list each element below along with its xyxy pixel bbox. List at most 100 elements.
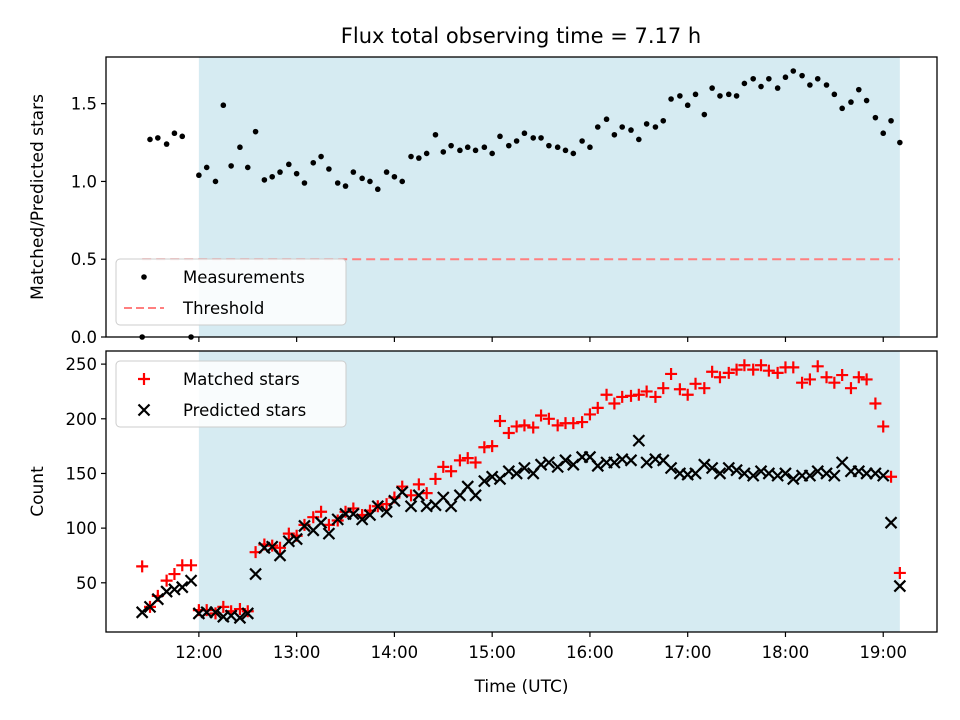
predicted-point <box>632 434 646 447</box>
measurement-point <box>766 75 772 82</box>
measurement-point <box>546 142 552 149</box>
y-tick-label: 1.5 <box>71 95 97 114</box>
predicted-point <box>355 513 369 526</box>
predicted-point <box>412 489 426 502</box>
predicted-point <box>371 499 385 513</box>
matched-point <box>665 367 678 380</box>
predicted-point <box>559 454 572 467</box>
matched-point <box>307 511 320 524</box>
legend-marker-swatch <box>141 274 147 280</box>
chart-title: Flux total observing time = 7.17 h <box>341 24 701 48</box>
x-tick-label: 12:00 <box>175 643 223 662</box>
measurement-point <box>677 93 683 99</box>
measurement-point <box>269 173 276 180</box>
measurement-point <box>684 102 691 109</box>
measurement-point <box>237 144 243 151</box>
x-tick-label: 15:00 <box>468 643 516 662</box>
measurement-point <box>440 149 447 155</box>
matched-point <box>713 371 726 384</box>
measurement-point <box>497 133 503 140</box>
measurement-point <box>212 178 219 185</box>
measurement-point <box>814 75 821 82</box>
predicted-point <box>820 467 833 480</box>
axes-frame <box>105 350 938 633</box>
measurement-point <box>277 169 283 175</box>
matched-point <box>730 363 743 376</box>
measurement-point <box>603 116 610 123</box>
matched-point <box>429 472 442 485</box>
measurement-point <box>489 150 495 157</box>
matched-point <box>168 568 181 581</box>
measurement-point <box>790 68 797 74</box>
predicted-point <box>510 467 523 480</box>
matched-point <box>796 376 809 389</box>
measurement-point <box>668 96 674 102</box>
legend-label: Measurements <box>183 268 305 287</box>
matched-point <box>600 388 613 401</box>
measurement-point <box>863 97 870 104</box>
matched-point <box>698 382 711 395</box>
matched-point <box>160 574 173 587</box>
matched-point <box>844 382 857 395</box>
matched-point <box>461 452 474 465</box>
matched-point <box>885 470 898 483</box>
matched-point <box>453 454 466 467</box>
measurement-point <box>709 85 715 91</box>
predicted-point <box>624 454 638 467</box>
measurement-point <box>310 159 317 166</box>
matched-point <box>689 377 702 390</box>
predicted-point <box>869 467 882 480</box>
measurement-point <box>823 82 830 88</box>
predicted-point <box>314 516 328 529</box>
matched-point <box>828 376 841 389</box>
measurement-point <box>147 136 153 143</box>
matched-point <box>771 366 784 379</box>
measurement-point <box>782 74 789 81</box>
measurement-point <box>554 144 561 151</box>
matched-point <box>518 419 531 432</box>
matched-point <box>493 414 506 427</box>
measurement-point <box>203 164 210 171</box>
ratio-panel: 0.0 0.5 1.0 1.5 Matched/Predicted stars Measu… <box>28 56 938 347</box>
y-tick-label: 0.0 <box>71 328 97 347</box>
predicted-point <box>608 456 621 469</box>
measurement-point <box>367 178 373 185</box>
matched-point <box>282 527 295 540</box>
matched-point <box>583 408 596 421</box>
measurement-point <box>579 138 585 144</box>
matched-point <box>217 600 230 613</box>
matched-point <box>649 390 662 403</box>
predicted-point <box>404 499 418 513</box>
measurement-point <box>359 175 365 182</box>
measurement-point <box>408 153 414 160</box>
measurement-point <box>155 135 161 141</box>
measurement-point <box>880 130 887 137</box>
measurement-point <box>628 127 634 133</box>
matched-point <box>608 397 621 410</box>
x-tick-label: 16:00 <box>566 643 614 662</box>
matched-point <box>469 456 482 469</box>
predicted-point <box>722 461 736 475</box>
matched-point <box>738 359 751 372</box>
measurement-point <box>758 83 764 90</box>
y-tick-label: 1.0 <box>71 172 97 191</box>
measurement-point <box>171 130 178 137</box>
series-measurements <box>139 68 903 340</box>
measurement-point <box>326 166 332 172</box>
measurement-point <box>717 93 723 99</box>
matched-point <box>527 421 540 434</box>
predicted-point <box>893 579 907 593</box>
predicted-point <box>347 507 360 521</box>
matched-point <box>576 416 589 429</box>
predicted-point <box>534 458 548 471</box>
legend-marker-swatch <box>138 373 150 385</box>
x-tick-label: 17:00 <box>664 643 712 662</box>
measurement-point <box>741 80 748 87</box>
predicted-point <box>282 534 296 548</box>
measurement-point <box>448 142 454 149</box>
matched-point <box>551 419 564 432</box>
matched-point <box>681 388 694 401</box>
measurement-point <box>261 177 268 183</box>
predicted-point <box>640 456 653 469</box>
